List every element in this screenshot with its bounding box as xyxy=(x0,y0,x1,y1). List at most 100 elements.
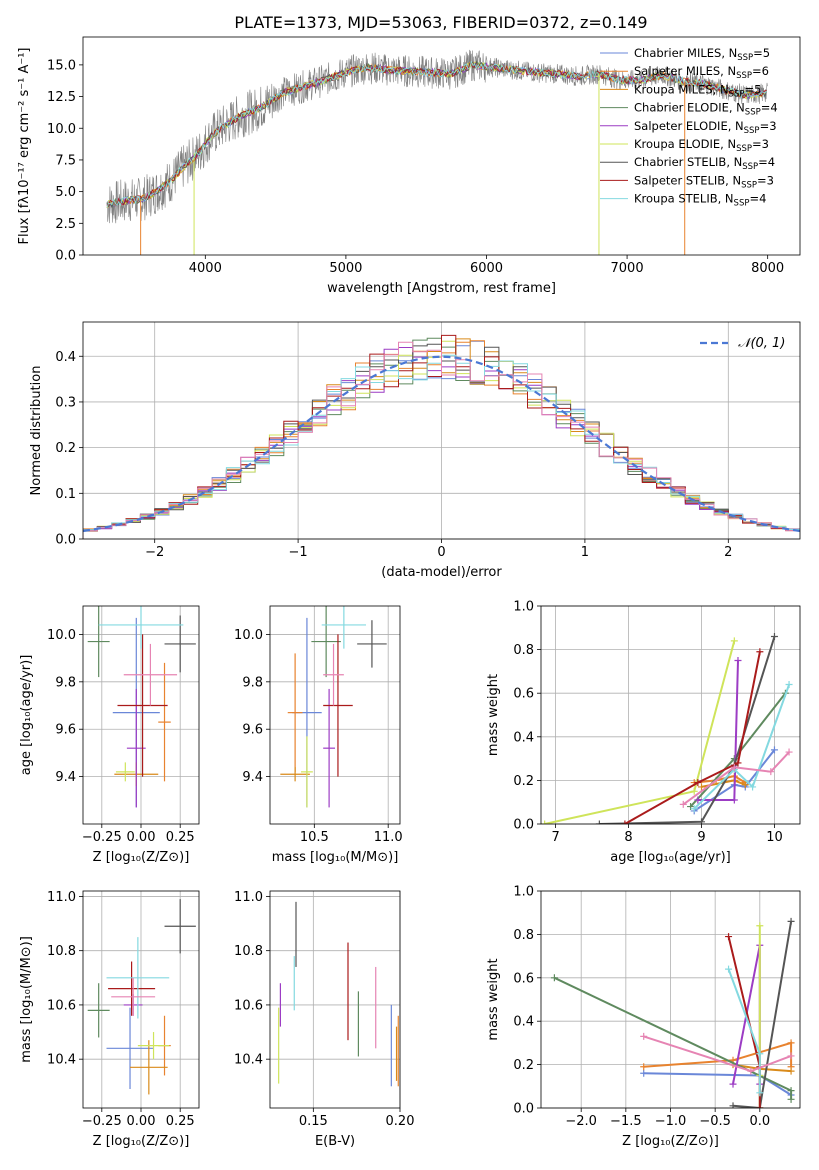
weight-marker xyxy=(787,1039,795,1047)
x-tick-label: −2 xyxy=(145,545,164,560)
y-tick-label: 7.5 xyxy=(55,153,76,168)
x-tick-label: 0.00 xyxy=(127,1114,156,1129)
x-axis-label: Z [log₁₀(Z/Z⊙)] xyxy=(93,850,190,865)
x-axis-label: mass [log₁₀(M/M⊙)] xyxy=(272,850,399,865)
weight-marker xyxy=(729,1102,737,1108)
model-spectrum-kroupa-stelib xyxy=(106,60,767,208)
plot-area xyxy=(550,917,795,1108)
y-tick-label: 0.1 xyxy=(55,487,76,502)
panel-mass_vs_ebv: 0.15 0.20 10.4 10.6 10.8 11.0 E(B-V) xyxy=(234,890,414,1149)
axes-frame xyxy=(269,605,401,825)
y-tick-label: 10.0 xyxy=(234,628,263,643)
weight-marker xyxy=(756,922,764,930)
weight-marker xyxy=(741,781,749,789)
legend-label: Chabrier STELIB, NSSP=4 xyxy=(634,155,775,172)
plot-area xyxy=(106,49,768,255)
panel-age_vs_Z: −0.25 0.00 0.25 9.4 9.6 9.8 10.0 Z [log₁₀(Z/Z⊙)… xyxy=(19,605,200,865)
weight-line xyxy=(599,636,776,824)
panel-weight_vs_age: 7 8 9 10 0.0 0.2 0.4 0.6 0.8 1.0 age [log₁₀(age/yr… xyxy=(486,600,801,865)
x-tick-label: 10.5 xyxy=(300,830,329,845)
weight-marker xyxy=(730,763,738,771)
y-tick-label: 10.0 xyxy=(47,122,76,137)
weight-line xyxy=(693,684,791,810)
y-tick-label: 11.0 xyxy=(47,890,76,905)
weight-marker xyxy=(767,768,775,776)
y-tick-label: 9.8 xyxy=(55,675,76,690)
weight-marker xyxy=(690,787,698,795)
axes-frame xyxy=(540,605,801,825)
weight-line xyxy=(682,751,790,806)
panel-age_vs_mass: 10.5 11.0 9.4 9.6 9.8 10.0 mass [log₁₀(M/M⊙)] xyxy=(234,605,403,865)
axes-frame xyxy=(82,36,801,256)
y-tick-label: 0.6 xyxy=(513,971,534,986)
weight-marker xyxy=(694,796,702,804)
y-tick-label: 12.5 xyxy=(47,90,76,105)
x-axis-label: Z [log₁₀(Z/Z⊙)] xyxy=(93,1134,190,1149)
weight-marker xyxy=(687,803,695,811)
weight-marker xyxy=(787,917,795,925)
y-tick-label: 5.0 xyxy=(55,185,76,200)
weight-marker xyxy=(621,820,629,824)
weight-marker xyxy=(595,820,603,824)
plot-area xyxy=(83,334,800,539)
weight-line xyxy=(624,651,761,824)
y-tick-label: 2.5 xyxy=(55,217,76,232)
y-tick-label: 10.8 xyxy=(234,944,263,959)
x-tick-label: 0 xyxy=(437,545,445,560)
weight-marker xyxy=(756,648,764,656)
x-tick-label: 1 xyxy=(581,545,589,560)
x-tick-label: −0.25 xyxy=(82,830,122,845)
x-axis-label: (data-model)/error xyxy=(381,565,502,580)
x-tick-label: −1.5 xyxy=(610,1114,642,1129)
y-tick-label: 9.4 xyxy=(55,770,76,785)
x-tick-label: 0.0 xyxy=(749,1114,770,1129)
x-tick-label: −0.25 xyxy=(82,1114,122,1129)
y-tick-label: 0.4 xyxy=(513,1015,534,1030)
y-tick-label: 10.4 xyxy=(234,1053,263,1068)
weight-marker xyxy=(679,800,687,808)
x-tick-label: −2.0 xyxy=(565,1114,597,1129)
weight-marker xyxy=(756,1089,764,1097)
plot-area xyxy=(87,606,196,808)
x-tick-label: −1.0 xyxy=(655,1114,687,1129)
y-tick-label: 1.0 xyxy=(513,600,534,615)
weight-marker xyxy=(640,1069,648,1077)
x-tick-label: 0.25 xyxy=(166,830,195,845)
weight-marker xyxy=(640,1032,648,1040)
weight-marker xyxy=(747,1067,755,1075)
x-tick-label: 5000 xyxy=(329,261,362,276)
y-tick-label: 0.2 xyxy=(513,1058,534,1073)
weight-marker xyxy=(698,818,706,824)
axes-frame xyxy=(82,605,200,825)
weight-marker xyxy=(725,933,733,941)
legend-label: Salpeter ELODIE, NSSP=3 xyxy=(634,119,777,136)
y-tick-label: 0.3 xyxy=(55,395,76,410)
legend-label: Chabrier MILES, NSSP=5 xyxy=(634,46,770,63)
y-tick-label: 0.2 xyxy=(55,441,76,456)
weight-marker xyxy=(730,796,738,804)
legend-label: Kroupa MILES, NSSP=5 xyxy=(634,82,761,99)
axes-frame xyxy=(82,321,801,540)
x-tick-label: 0.15 xyxy=(299,1114,328,1129)
x-axis-label: wavelength [Angstrom, rest frame] xyxy=(327,281,556,296)
weight-marker xyxy=(770,633,778,641)
y-tick-label: 10.6 xyxy=(234,998,263,1013)
weight-marker xyxy=(734,759,742,767)
legend-label: Chabrier ELODIE, NSSP=4 xyxy=(634,101,778,118)
histogram-pink xyxy=(83,341,800,539)
y-tick-label: 10.4 xyxy=(47,1053,76,1068)
x-tick-label: 7 xyxy=(551,830,559,845)
y-tick-label: 0.8 xyxy=(513,643,534,658)
plot-area xyxy=(278,901,399,1087)
x-tick-label: 10 xyxy=(766,830,783,845)
x-tick-label: 11.0 xyxy=(374,830,403,845)
x-tick-label: −1 xyxy=(289,545,308,560)
y-tick-label: 0.0 xyxy=(513,1102,534,1117)
weight-marker xyxy=(785,680,793,688)
y-tick-label: 9.6 xyxy=(55,723,76,738)
y-tick-label: 9.8 xyxy=(242,675,263,690)
x-axis-label: Z [log₁₀(Z/Z⊙)] xyxy=(622,1134,719,1149)
legend-label: Salpeter STELIB, NSSP=3 xyxy=(634,173,774,190)
weight-marker xyxy=(785,748,793,756)
